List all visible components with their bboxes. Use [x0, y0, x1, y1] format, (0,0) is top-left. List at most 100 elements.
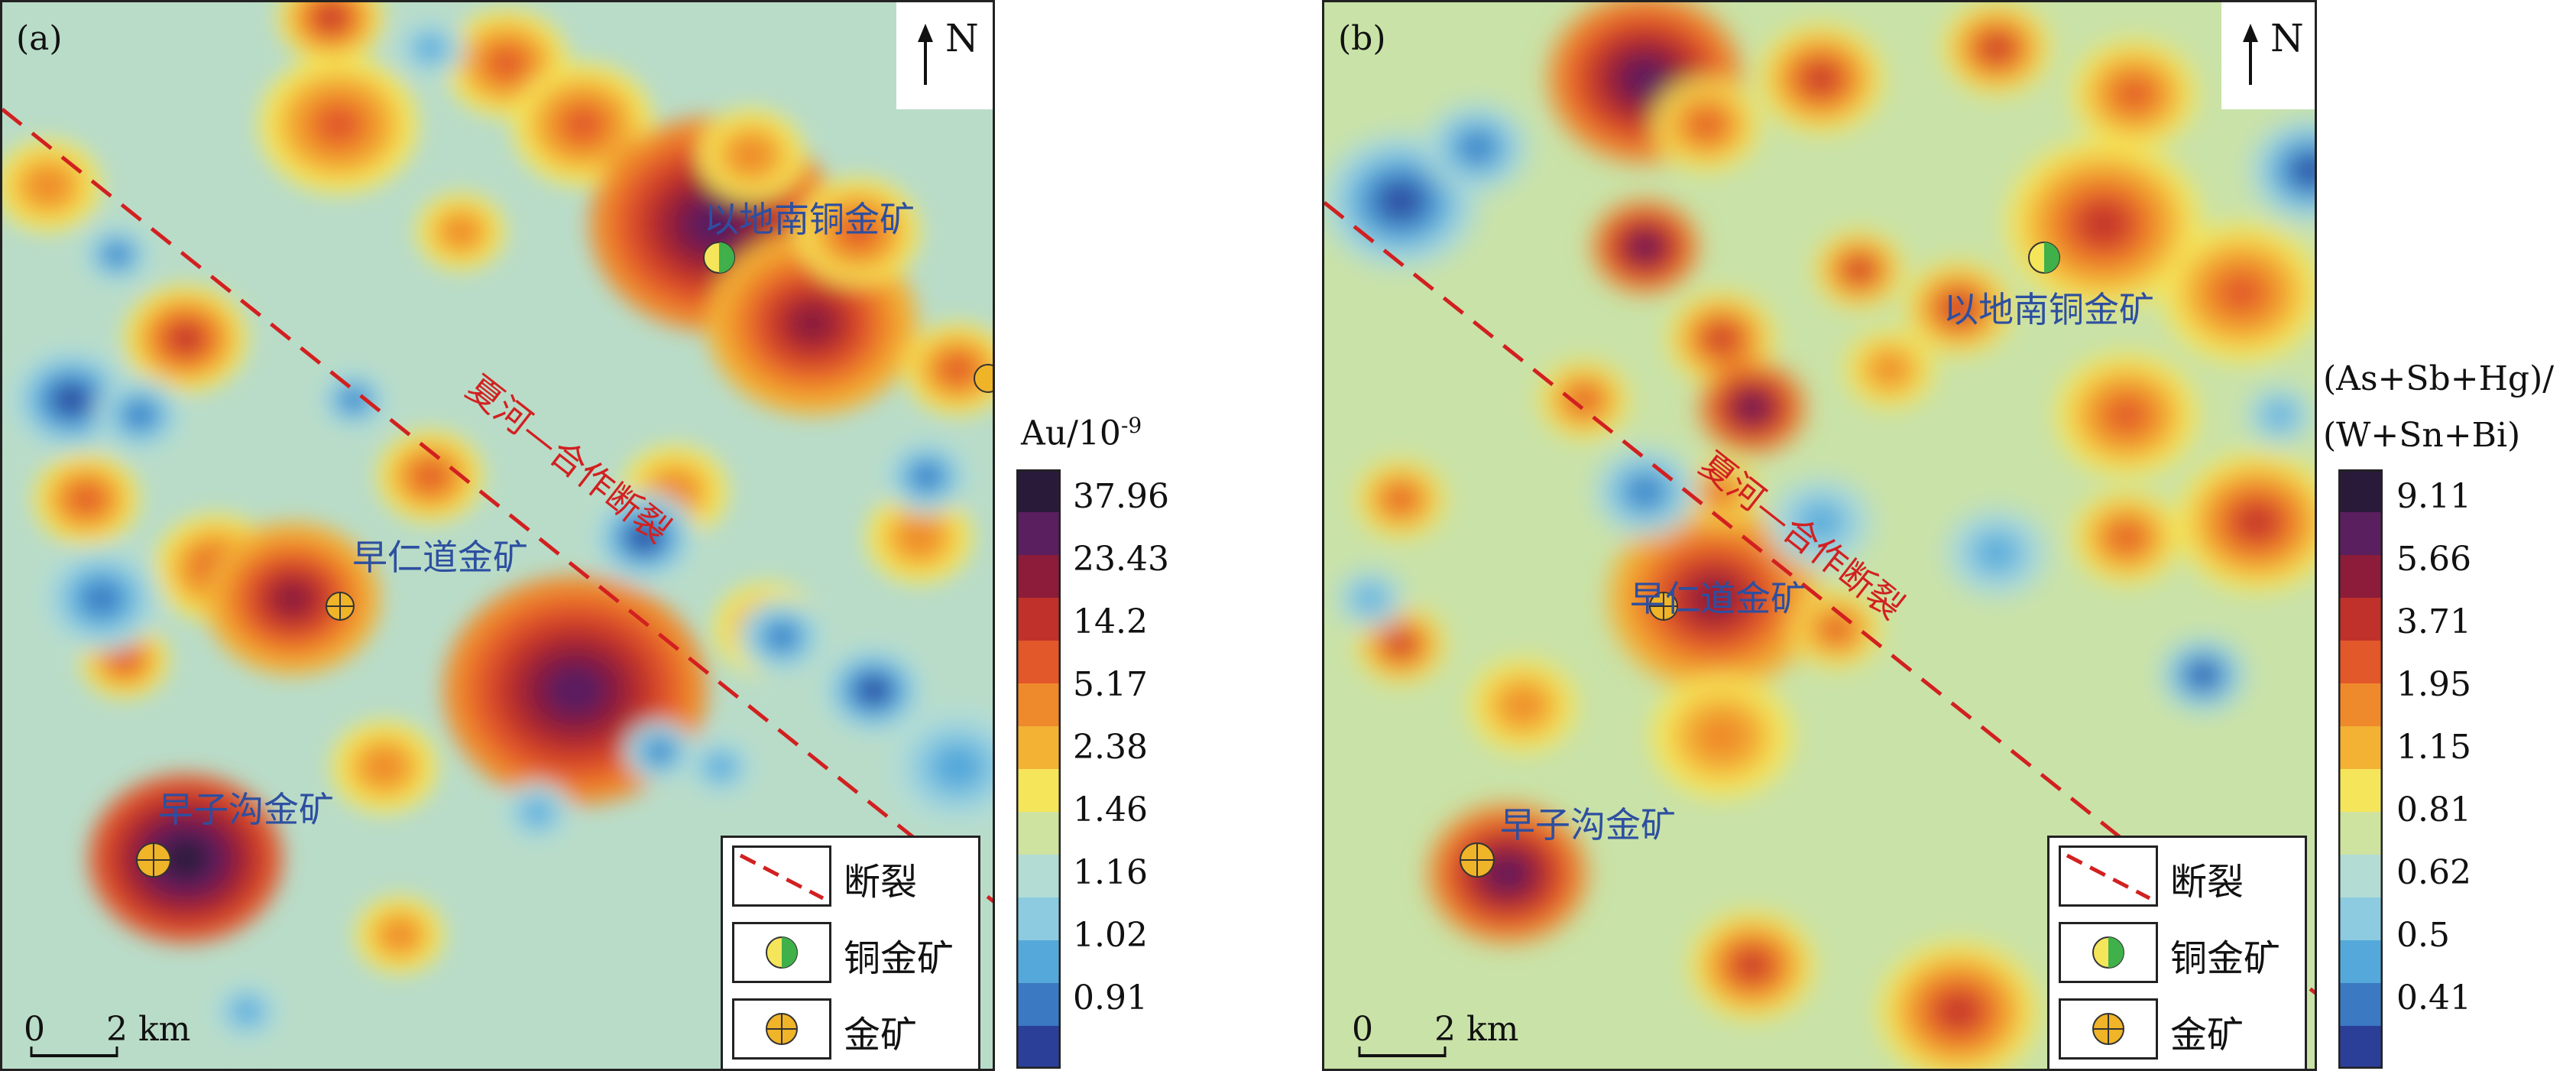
fault-line	[1324, 201, 2315, 995]
colorbar-swatch	[2338, 1026, 2383, 1069]
north-arrow-icon	[2243, 24, 2258, 85]
scale-zero: 0	[24, 1010, 45, 1049]
colorbar-swatch	[2338, 598, 2383, 641]
north-arrow-icon	[918, 24, 933, 85]
gold-mine-icon	[2092, 1013, 2124, 1045]
colorbar-swatch	[1016, 683, 1061, 727]
colorbar-tick: 0.81	[2396, 790, 2471, 829]
mine-label-zaorendao: 早仁道金矿	[1630, 578, 1806, 619]
colorbar-swatch	[1016, 769, 1061, 813]
colorbar-swatch	[1016, 598, 1061, 641]
mine-label-zaorendao: 早仁道金矿	[352, 537, 528, 578]
colorbar-swatch	[2338, 555, 2383, 599]
copper-gold-mine-icon	[766, 936, 798, 969]
scale-bar: 0 2 km	[24, 1010, 199, 1062]
colorbar-tick: 0.41	[2396, 979, 2471, 1017]
colorbar-swatch	[1016, 726, 1061, 770]
colorbar-title: Au/10-9	[1021, 413, 1142, 453]
colorbar-swatch	[2338, 726, 2383, 770]
legend-item-fault: 断裂	[2049, 838, 2309, 914]
north-label: N	[2270, 16, 2304, 60]
colorbar	[2338, 469, 2383, 1069]
colorbar-tick: 1.46	[1073, 790, 1148, 829]
scale-zero: 0	[1352, 1010, 1373, 1049]
legend-item-fault: 断裂	[723, 838, 983, 914]
colorbar-swatch	[2338, 469, 2383, 513]
gold-mine-icon	[766, 1013, 798, 1045]
copper-gold-mine-marker[interactable]	[2028, 242, 2060, 274]
colorbar-swatch	[1016, 641, 1061, 684]
colorbar-swatch	[1016, 469, 1061, 513]
colorbar-tick: 1.16	[1073, 853, 1148, 892]
fault-line	[2, 108, 993, 904]
colorbar-tick: 3.71	[2396, 602, 2471, 641]
colorbar-swatch	[1016, 512, 1061, 556]
legend-label: 金矿	[844, 1014, 918, 1056]
mine-label-zaozigou: 早子沟金矿	[1500, 804, 1676, 845]
colorbar	[1016, 469, 1061, 1069]
copper-gold-mine-icon	[2092, 936, 2124, 969]
scale-distance: 2 km	[106, 1010, 191, 1049]
map-legend: 断裂 铜金矿 金矿	[721, 836, 983, 1069]
colorbar-swatch	[1016, 897, 1061, 941]
colorbar-title: (As+Sb+Hg)/	[2323, 359, 2555, 398]
colorbar-swatch	[1016, 812, 1061, 855]
gold-mine-marker[interactable]	[1649, 592, 1678, 621]
colorbar-tick: 23.43	[1073, 540, 1169, 579]
ratio-anomaly-map	[1324, 2, 2315, 1069]
legend-item-copper-gold: 铜金矿	[2049, 914, 2309, 991]
dashed-fault-line-icon	[739, 853, 825, 901]
colorbar-swatch	[2338, 512, 2383, 556]
north-arrow: N	[896, 2, 993, 109]
contour-field	[2, 2, 993, 1042]
panel-label: (b)	[1338, 19, 1386, 58]
au-anomaly-map	[2, 2, 995, 1069]
colorbar-tick: 0.5	[2396, 916, 2450, 955]
gold-mine-marker[interactable]	[136, 842, 171, 878]
colorbar-swatch	[2338, 983, 2383, 1027]
colorbar-tick: 1.02	[1073, 916, 1148, 955]
legend-label: 铜金矿	[844, 937, 954, 980]
map-legend: 断裂 铜金矿 金矿	[2047, 836, 2309, 1069]
colorbar-tick: 37.96	[1073, 477, 1169, 516]
north-label: N	[945, 16, 979, 60]
panel-b-map: (b) N 以地南铜金矿 早仁道金矿 早子沟金矿 夏河—合作断裂 断裂 铜金矿 …	[1322, 0, 2317, 1071]
colorbar-tick: 5.66	[2396, 540, 2471, 579]
colorbar-swatch	[2338, 855, 2383, 898]
dashed-fault-line-icon	[2066, 853, 2151, 901]
gold-mine-marker[interactable]	[1460, 842, 1495, 878]
colorbar-swatch	[2338, 769, 2383, 813]
mine-label-yidinan: 以地南铜金矿	[704, 199, 915, 240]
colorbar-swatch	[1016, 555, 1061, 599]
copper-gold-mine-marker[interactable]	[703, 242, 735, 274]
colorbar-tick: 0.62	[2396, 853, 2471, 892]
gold-mine-marker[interactable]	[326, 592, 355, 621]
colorbar-tick: 14.2	[1073, 602, 1148, 641]
panel-a-map: (a) N 以地南铜金矿 早仁道金矿 早子沟金矿 夏河—合作断裂 断裂 铜金矿 …	[0, 0, 995, 1071]
gold-mine-marker[interactable]	[974, 364, 995, 393]
legend-label: 断裂	[2170, 861, 2244, 904]
legend-item-gold: 金矿	[2049, 991, 2309, 1067]
scale-bar: 0 2 km	[1352, 1010, 1528, 1062]
north-arrow: N	[2221, 2, 2315, 109]
colorbar-tick: 2.38	[1073, 728, 1148, 767]
legend-label: 断裂	[844, 861, 918, 904]
contour-field	[1324, 2, 2315, 1069]
legend-item-gold: 金矿	[723, 991, 983, 1067]
colorbar-swatch	[2338, 641, 2383, 684]
colorbar-swatch	[2338, 897, 2383, 941]
colorbar-tick: 5.17	[1073, 665, 1148, 704]
colorbar-tick: 9.11	[2396, 477, 2471, 516]
mine-label-zaozigou: 早子沟金矿	[158, 789, 334, 830]
colorbar-swatch	[2338, 940, 2383, 984]
colorbar-swatch	[1016, 855, 1061, 898]
panel-label: (a)	[16, 19, 63, 58]
colorbar-swatch	[2338, 683, 2383, 727]
colorbar-swatch	[1016, 1026, 1061, 1069]
colorbar-swatch	[1016, 940, 1061, 984]
scale-distance: 2 km	[1434, 1010, 1519, 1049]
colorbar-tick: 1.95	[2396, 665, 2471, 704]
colorbar-tick: 1.15	[2396, 728, 2471, 767]
mine-label-yidinan: 以地南铜金矿	[1943, 289, 2154, 330]
legend-label: 铜金矿	[2170, 937, 2281, 980]
